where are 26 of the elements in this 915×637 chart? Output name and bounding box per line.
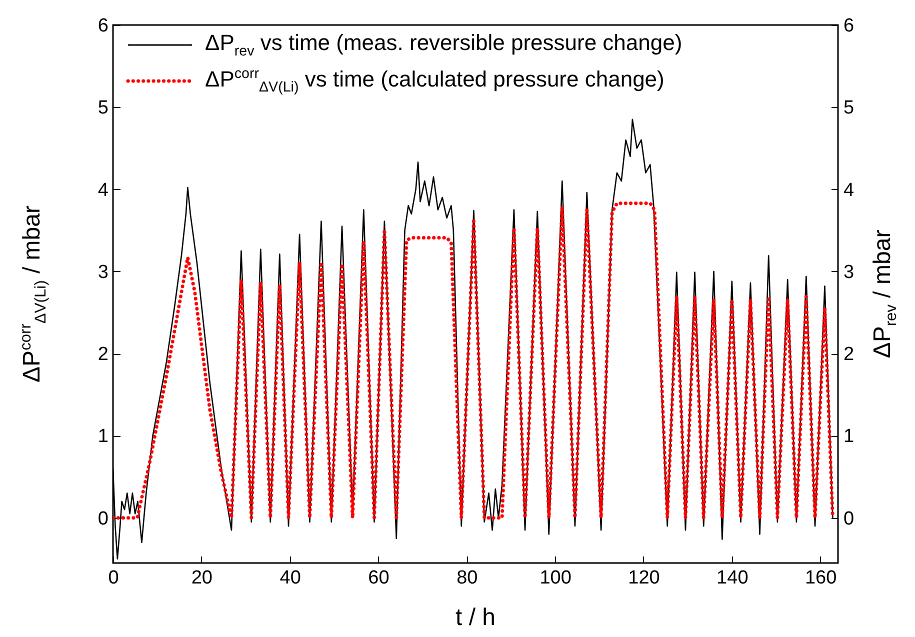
y2-tick-label: 1 [844, 426, 854, 448]
x-tick-label: 20 [191, 568, 212, 588]
y-tick-label: 3 [98, 262, 108, 283]
x-tick-label: 100 [540, 568, 572, 588]
x-axis-title: t / h [455, 604, 496, 632]
x-tick-label: 140 [716, 568, 748, 588]
x-tick-label: 40 [280, 568, 301, 588]
y2-tick-label: 3 [844, 262, 854, 283]
y-tick-label: 4 [98, 180, 109, 201]
y2-tick-label: 6 [844, 16, 854, 36]
line-series [113, 201, 834, 520]
y2-tick-label: 2 [844, 344, 854, 366]
y-tick-label: 1 [98, 426, 108, 448]
y-tick-label: 0 [98, 508, 108, 530]
y2-tick-label: 4 [844, 180, 854, 201]
legend-label: ΔP$^{corr}$$_{ΔV(Li)}$ vs time (calculated pressure change) [205, 66, 664, 96]
x-tick-label: 160 [804, 568, 837, 588]
legend-label: ΔP$_{rev}$ vs time (meas. reversible pressure change) [205, 30, 682, 60]
y-tick-label: 5 [98, 98, 108, 119]
x-tick-label: 60 [368, 568, 390, 588]
y-tick-label: 6 [98, 16, 108, 36]
y2-tick-label: 0 [844, 508, 854, 530]
x-tick-label: 120 [628, 568, 660, 588]
x-tick-label: 80 [456, 568, 478, 588]
y2-tick-label: 5 [844, 98, 854, 119]
y-tick-label: 2 [98, 344, 108, 366]
